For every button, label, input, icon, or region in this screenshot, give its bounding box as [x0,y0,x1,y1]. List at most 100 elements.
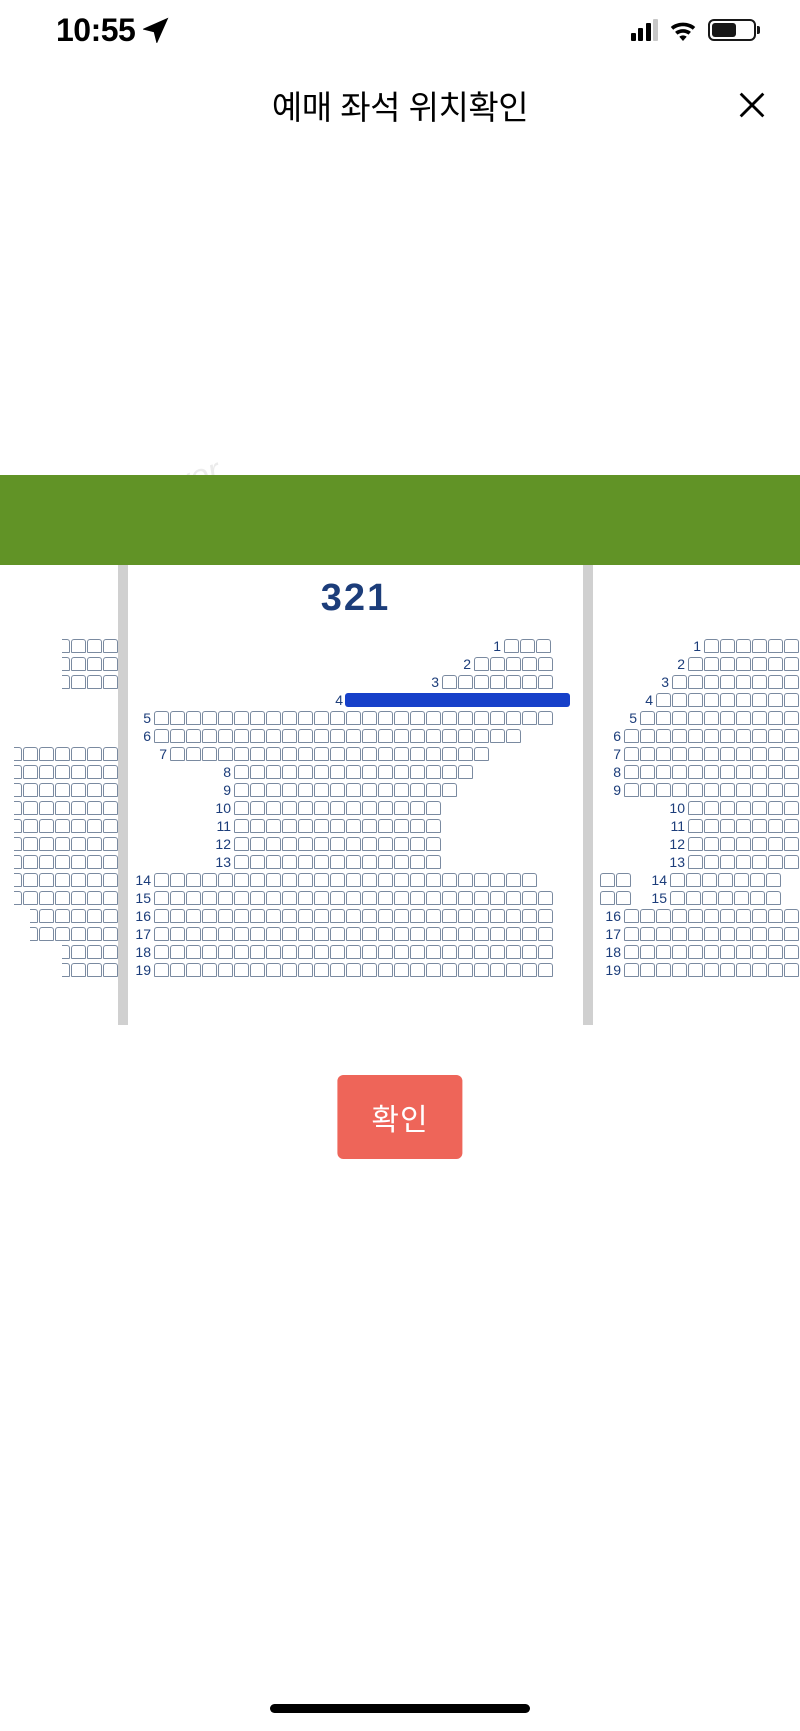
seat[interactable] [784,909,799,923]
seat[interactable] [234,783,249,797]
seat[interactable] [234,819,249,833]
seat[interactable] [656,693,671,707]
seat[interactable] [55,801,70,815]
seat[interactable] [672,765,687,779]
seat[interactable] [298,783,313,797]
seat[interactable] [330,909,345,923]
seat[interactable] [410,747,425,761]
seat[interactable] [394,801,409,815]
seat[interactable] [378,855,393,869]
confirm-button[interactable]: 확인 [337,1075,462,1159]
seat[interactable] [506,873,521,887]
seat[interactable] [103,909,118,923]
seat[interactable] [704,801,719,815]
seat[interactable] [734,873,749,887]
seat[interactable] [426,747,441,761]
seat[interactable] [704,693,719,707]
seat[interactable] [600,891,615,905]
seat[interactable] [426,837,441,851]
seat[interactable] [600,873,615,887]
seat[interactable] [704,819,719,833]
seat[interactable] [624,945,639,959]
seat[interactable] [378,747,393,761]
seat[interactable] [218,747,233,761]
seat[interactable] [186,963,201,977]
seat[interactable] [39,765,54,779]
seat[interactable] [720,711,735,725]
seat[interactable] [30,927,38,941]
seat[interactable] [672,711,687,725]
seat[interactable] [62,963,70,977]
seat[interactable] [736,675,751,689]
seat[interactable] [686,873,701,887]
seat[interactable] [394,855,409,869]
seat[interactable] [346,909,361,923]
seat[interactable] [346,783,361,797]
seat[interactable] [688,693,703,707]
seat[interactable] [154,927,169,941]
seat[interactable] [330,945,345,959]
seat[interactable] [736,711,751,725]
seat[interactable] [346,747,361,761]
seat[interactable] [378,765,393,779]
seat[interactable] [506,891,521,905]
seat[interactable] [234,945,249,959]
seat[interactable] [768,711,783,725]
seat[interactable] [298,801,313,815]
seat[interactable] [410,909,425,923]
seat[interactable] [538,963,553,977]
seat[interactable] [250,747,265,761]
seat[interactable] [410,819,425,833]
seat[interactable] [14,783,22,797]
seat[interactable] [346,837,361,851]
seat[interactable] [426,945,441,959]
seat[interactable] [506,729,521,743]
seat[interactable] [442,675,457,689]
seat[interactable] [410,963,425,977]
seat[interactable] [752,765,767,779]
seat[interactable] [234,711,249,725]
seat[interactable] [298,729,313,743]
seat[interactable] [23,855,38,869]
seat[interactable] [298,963,313,977]
seat[interactable] [170,909,185,923]
close-button[interactable] [732,85,772,125]
seat[interactable] [362,765,377,779]
seat[interactable] [640,945,655,959]
seat[interactable] [672,747,687,761]
seat[interactable] [186,909,201,923]
seat[interactable] [538,909,553,923]
seat[interactable] [330,801,345,815]
seat[interactable] [266,819,281,833]
seat[interactable] [688,765,703,779]
seat[interactable] [784,675,799,689]
seat[interactable] [154,963,169,977]
seat[interactable] [752,729,767,743]
seat[interactable] [218,729,233,743]
seat[interactable] [266,711,281,725]
seat[interactable] [346,711,361,725]
seat[interactable] [752,711,767,725]
seat[interactable] [656,711,671,725]
seat[interactable] [784,711,799,725]
seat[interactable] [736,639,751,653]
seat[interactable] [720,819,735,833]
seat[interactable] [474,729,489,743]
seat[interactable] [672,963,687,977]
seat[interactable] [442,945,457,959]
seat[interactable] [656,927,671,941]
seat[interactable] [55,873,70,887]
seat[interactable] [298,909,313,923]
seat[interactable] [378,963,393,977]
seat[interactable] [490,927,505,941]
seat[interactable] [71,963,86,977]
seat[interactable] [39,837,54,851]
seat[interactable] [266,837,281,851]
seat[interactable] [784,837,799,851]
seat[interactable] [688,747,703,761]
seat[interactable] [71,747,86,761]
seat[interactable] [640,711,655,725]
seat[interactable] [410,873,425,887]
seat[interactable] [71,801,86,815]
seat[interactable] [71,675,86,689]
